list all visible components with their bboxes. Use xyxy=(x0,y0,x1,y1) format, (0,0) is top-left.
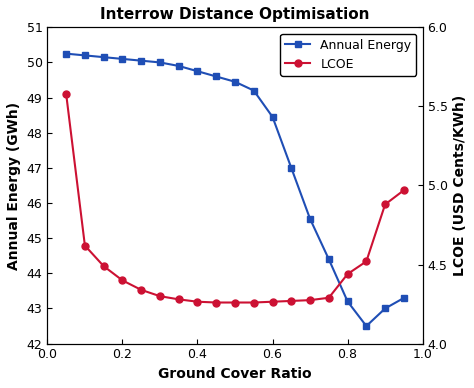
Annual Energy xyxy=(401,296,407,300)
Annual Energy xyxy=(101,55,107,59)
LCOE xyxy=(82,243,88,248)
Annual Energy xyxy=(270,114,275,119)
Annual Energy xyxy=(176,64,182,68)
LCOE xyxy=(138,288,144,292)
Annual Energy xyxy=(364,324,369,328)
LCOE xyxy=(251,300,256,305)
LCOE xyxy=(157,294,163,298)
Annual Energy xyxy=(64,51,69,56)
LCOE xyxy=(176,297,182,302)
LCOE xyxy=(401,188,407,192)
LCOE xyxy=(119,278,125,283)
Annual Energy xyxy=(345,299,350,304)
Annual Energy xyxy=(119,57,125,61)
LCOE xyxy=(289,299,294,303)
LCOE xyxy=(195,300,201,304)
Title: Interrow Distance Optimisation: Interrow Distance Optimisation xyxy=(100,7,370,22)
Annual Energy xyxy=(251,88,256,93)
LCOE xyxy=(64,92,69,96)
Annual Energy xyxy=(232,80,238,84)
LCOE xyxy=(326,295,332,300)
Annual Energy xyxy=(213,74,219,79)
Annual Energy xyxy=(82,53,88,58)
Annual Energy xyxy=(382,306,388,311)
Line: LCOE: LCOE xyxy=(63,90,407,306)
LCOE xyxy=(101,264,107,268)
Annual Energy xyxy=(289,166,294,170)
Annual Energy xyxy=(307,217,313,221)
Y-axis label: LCOE (USD Cents/KWh): LCOE (USD Cents/KWh) xyxy=(453,95,467,276)
LCOE xyxy=(270,300,275,304)
LCOE xyxy=(382,202,388,207)
Annual Energy xyxy=(195,69,201,74)
LCOE xyxy=(307,298,313,303)
Line: Annual Energy: Annual Energy xyxy=(63,50,407,329)
LCOE xyxy=(213,300,219,305)
Annual Energy xyxy=(326,257,332,262)
LCOE xyxy=(232,300,238,305)
Annual Energy xyxy=(138,58,144,63)
Y-axis label: Annual Energy (GWh): Annual Energy (GWh) xyxy=(7,101,21,270)
LCOE xyxy=(364,259,369,264)
LCOE xyxy=(345,272,350,276)
X-axis label: Ground Cover Ratio: Ground Cover Ratio xyxy=(158,367,312,381)
Legend: Annual Energy, LCOE: Annual Energy, LCOE xyxy=(280,33,416,76)
Annual Energy xyxy=(157,60,163,65)
